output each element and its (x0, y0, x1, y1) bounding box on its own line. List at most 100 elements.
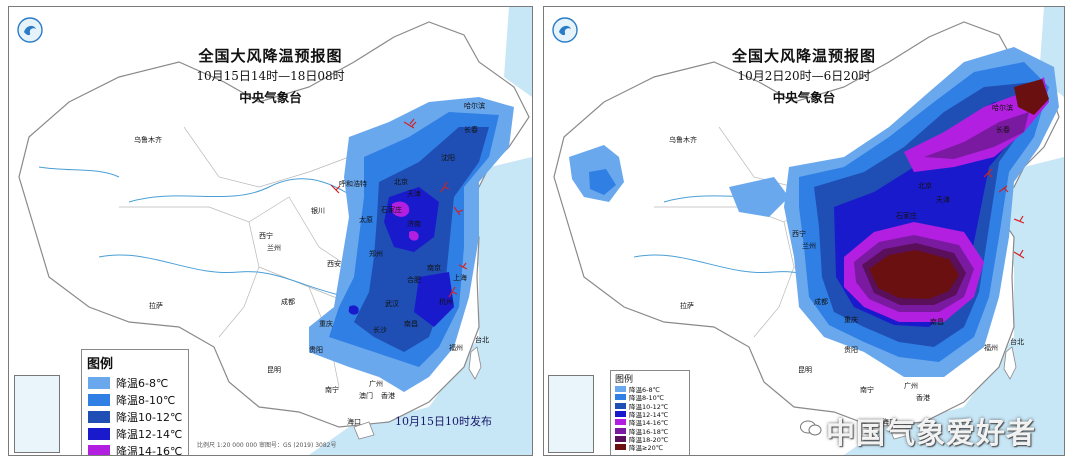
legend-label: 降温≥20℃ (629, 444, 664, 453)
legend-item: 降温≥20℃ (615, 443, 689, 453)
city-label: 呼和浩特 (339, 180, 367, 188)
city-label: 海口 (347, 418, 361, 426)
cooling-zone-20-plus (1014, 79, 1049, 115)
legend-label: 降温6-8℃ (116, 376, 169, 390)
city-label: 台北 (475, 336, 489, 344)
legend-swatch (615, 444, 626, 451)
legend-swatch (615, 386, 626, 393)
legend: 图例 降温6-8℃ 降温8-10℃ 降温10-12℃ 降温12-14℃ 降温14… (610, 370, 690, 455)
legend-swatch (87, 409, 111, 424)
city-label: 昆明 (798, 366, 812, 374)
legend-label: 降温16-18℃ (629, 427, 669, 436)
city-label: 南宁 (325, 386, 339, 394)
legend-swatch (615, 435, 626, 442)
city-label: 南京 (427, 264, 441, 272)
city-label: 海口 (882, 418, 896, 426)
legend-swatch (87, 392, 111, 407)
map-subtitle: 10月2日20时—6日20时 (737, 69, 871, 83)
legend-item: 降温8-10℃ (87, 391, 188, 408)
legend-item: 降温16-18℃ (615, 426, 689, 436)
cooling-zone-14-16 (392, 201, 410, 217)
legend-item: 降温6-8℃ (87, 374, 188, 391)
city-label: 沈阳 (441, 154, 455, 162)
right-map-graphic (553, 7, 1064, 455)
watermark: 中国气象爱好者 (826, 416, 1037, 450)
issue-time: 10月15日10时发布 (395, 415, 492, 428)
city-label: 石家庄 (896, 212, 917, 220)
city-label: 贵阳 (844, 346, 858, 354)
legend-label: 降温8-10℃ (116, 393, 176, 407)
city-label: 杭州 (439, 298, 453, 306)
city-label: 南昌 (404, 320, 418, 328)
city-label: 香港 (381, 392, 395, 400)
city-label: 长春 (996, 126, 1010, 134)
south-china-sea-inset (548, 375, 594, 453)
city-label: 石家庄 (381, 206, 402, 214)
city-label: 银川 (311, 207, 325, 215)
legend-swatch (615, 427, 626, 434)
legend-item: 降温6-8℃ (615, 385, 689, 395)
legend-item: 降温18-20℃ (615, 435, 689, 444)
legend-item: 降温12-14℃ (87, 425, 188, 442)
map-subtitle: 10月15日14时—18日08时 (196, 69, 345, 83)
city-label: 南宁 (860, 386, 874, 394)
legend-swatch (615, 402, 626, 409)
city-label: 北京 (918, 182, 932, 190)
cooling-zone-12-14 (414, 272, 454, 327)
legend-label: 降温10-12℃ (116, 410, 183, 424)
hainan-island (888, 421, 910, 440)
city-label: 郑州 (369, 250, 383, 258)
hainan-island (353, 421, 375, 440)
city-label: 长沙 (373, 326, 387, 334)
city-label: 成都 (814, 298, 828, 306)
map-issuer: 中央气象台 (239, 90, 302, 105)
legend-label: 降温6-8℃ (629, 386, 660, 395)
cma-logo-icon (552, 17, 578, 43)
city-label: 昆明 (267, 366, 281, 374)
city-label: 台北 (1010, 338, 1024, 346)
left-map-graphic (18, 7, 532, 455)
city-label: 济南 (407, 220, 421, 228)
legend-swatch (87, 426, 111, 441)
cooling-zone-14-16 (408, 230, 419, 241)
legend-title: 图例 (87, 357, 114, 372)
city-label: 成都 (281, 298, 295, 306)
legend-label: 降温8-10℃ (629, 394, 665, 403)
city-label: 合肥 (407, 276, 421, 284)
city-label: 南昌 (930, 318, 944, 326)
city-label: 兰州 (267, 244, 281, 252)
city-label: 贵阳 (309, 346, 323, 354)
legend-swatch (615, 394, 626, 401)
city-label: 西宁 (792, 230, 806, 238)
city-label: 太原 (359, 216, 373, 224)
legend-swatch (615, 419, 626, 426)
map-title: 全国大风降温预报图 (731, 47, 876, 65)
legend-swatch (615, 411, 626, 418)
city-label: 武汉 (385, 300, 399, 308)
map-title: 全国大风降温预报图 (198, 47, 343, 65)
legend-item: 降温8-10℃ (615, 393, 689, 403)
city-label: 哈尔滨 (464, 102, 485, 110)
city-label: 乌鲁木齐 (669, 136, 697, 144)
legend-swatch (87, 443, 111, 455)
legend-label: 降温14-16℃ (116, 444, 183, 456)
legend-label: 降温12-14℃ (629, 411, 669, 420)
legend-label: 降温14-16℃ (629, 419, 669, 428)
legend: 图例 降温6-8℃ 降温8-10℃ 降温10-12℃ 降温12-14℃ 降温14… (81, 349, 189, 456)
left-forecast-map: 全国大风降温预报图 10月15日14时—18日08时 中央气象台 乌鲁木齐 哈尔… (8, 6, 533, 456)
sea-area (504, 7, 532, 97)
legend-label: 降温10-12℃ (629, 402, 669, 411)
city-label: 长春 (464, 126, 478, 134)
legend-label: 降温18-20℃ (629, 435, 669, 444)
wechat-icon (800, 420, 822, 436)
city-label: 重庆 (844, 316, 858, 324)
cooling-zone-6-8 (729, 177, 789, 217)
cooling-zone-8-10 (589, 169, 616, 195)
cooling-zone-16-18 (924, 112, 1029, 159)
cooling-zone-14-16 (348, 305, 359, 315)
city-label: 福州 (984, 344, 998, 352)
city-label: 澳门 (359, 392, 373, 400)
city-label: 北京 (394, 178, 408, 186)
legend-swatch (87, 375, 111, 390)
taiwan-island (1003, 346, 1017, 380)
